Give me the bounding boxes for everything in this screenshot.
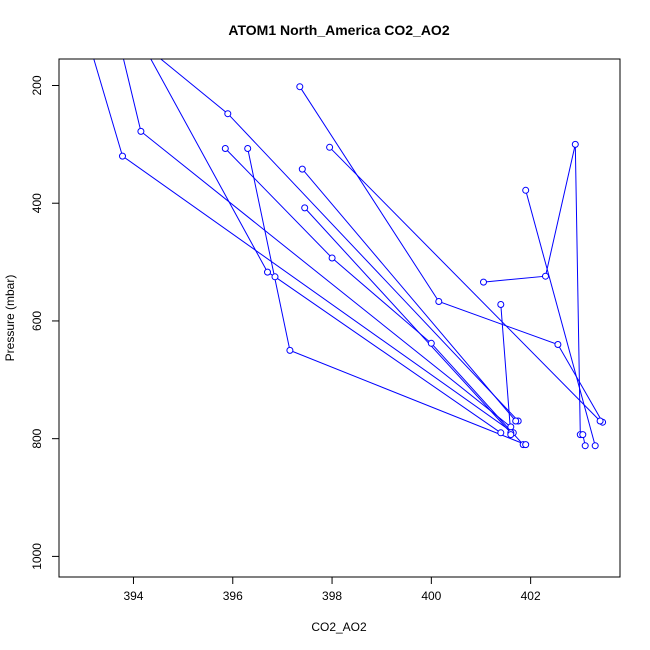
data-point [137, 127, 145, 135]
data-point [596, 417, 604, 425]
y-tick-label: 200 [30, 75, 44, 95]
data-point [507, 423, 515, 431]
data-point [328, 254, 336, 262]
data-point [512, 417, 520, 425]
series-line-1 [93, 58, 514, 434]
data-point [579, 431, 587, 439]
data-point [581, 442, 589, 450]
data-point [497, 301, 505, 308]
y-axis: 200 400 600 800 1000 [30, 75, 60, 570]
data-point [221, 145, 229, 152]
data-point [119, 152, 126, 160]
data-point [326, 143, 334, 151]
data-point [571, 140, 579, 148]
y-tick-label: 600 [30, 311, 44, 331]
plot-points [119, 83, 607, 450]
data-point [296, 83, 304, 91]
series-line-11 [483, 144, 581, 435]
series-line-13 [500, 304, 512, 435]
data-point [554, 341, 562, 348]
plot-frame [58, 58, 621, 578]
y-tick-label: 800 [30, 428, 44, 448]
data-point [435, 298, 443, 305]
data-point [298, 165, 306, 173]
series-line-9 [304, 207, 512, 434]
data-point [480, 278, 487, 286]
chart-title: ATOM1 North_America CO2_AO2 [228, 22, 449, 38]
x-tick-label: 398 [322, 589, 342, 603]
series-line-7 [299, 86, 604, 423]
data-point [271, 273, 279, 281]
data-point [427, 339, 435, 347]
y-tick-label: 400 [30, 193, 44, 213]
x-axis: 394 396 398 400 402 [123, 576, 541, 603]
data-point [542, 272, 549, 280]
x-tick-label: 394 [123, 589, 143, 603]
x-tick-label: 402 [521, 589, 541, 603]
series-line-6 [247, 148, 526, 446]
series-line-3 [150, 58, 502, 434]
series-line-10 [329, 146, 601, 422]
data-point [507, 431, 515, 439]
data-point [522, 186, 530, 194]
plot-lines [93, 58, 604, 446]
data-point [591, 442, 599, 450]
data-point [264, 268, 271, 276]
y-axis-label: Pressure (mbar) [3, 275, 17, 362]
series-line-4 [160, 58, 519, 422]
data-point [522, 441, 530, 449]
x-tick-label: 396 [223, 589, 243, 603]
data-point [224, 110, 232, 118]
series-line-5 [224, 148, 524, 445]
x-axis-label: CO2_AO2 [311, 620, 367, 634]
y-tick-label: 1000 [30, 543, 44, 570]
series-line-8 [301, 168, 517, 422]
data-point [286, 346, 294, 354]
data-point [497, 429, 505, 437]
data-point [301, 204, 309, 212]
x-tick-label: 400 [421, 589, 441, 603]
data-point [244, 145, 252, 152]
series-line-12 [525, 190, 596, 446]
